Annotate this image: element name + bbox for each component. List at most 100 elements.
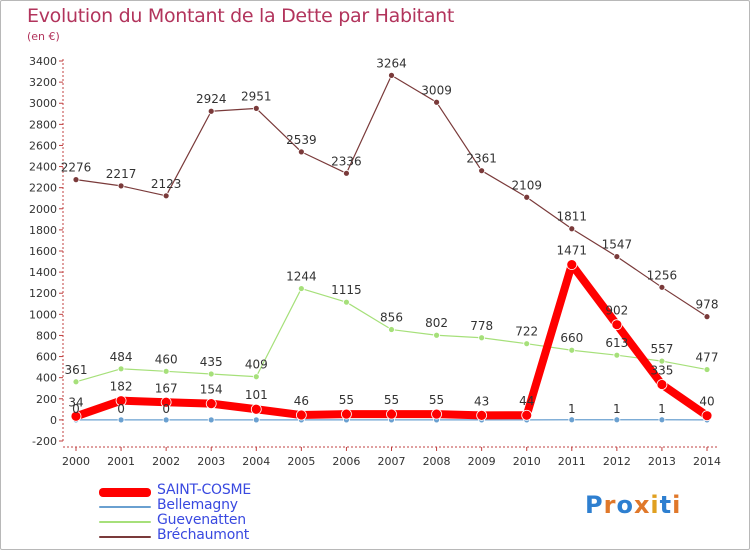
guevenatten-point xyxy=(72,378,80,386)
logo-letter: i xyxy=(650,491,660,519)
bellemagny-data-label: 0 xyxy=(117,402,125,416)
guevenatten-data-label: 435 xyxy=(200,355,223,369)
logo-letter: r xyxy=(603,491,617,519)
guevenatten-data-label: 802 xyxy=(425,316,448,330)
y-tick-label: 1200 xyxy=(29,287,57,300)
bellemagny-point xyxy=(613,416,621,424)
guevenatten-point xyxy=(297,285,305,292)
brechaumont-data-label: 2924 xyxy=(196,92,227,106)
brechaumont-data-label: 2539 xyxy=(286,133,317,147)
guevenatten-point xyxy=(117,365,125,373)
brechaumont-point xyxy=(207,107,215,115)
brechaumont-point xyxy=(523,193,531,201)
legend-label: Guevenatten xyxy=(157,512,246,528)
bellemagny-point xyxy=(207,416,215,424)
brechaumont-data-label: 2217 xyxy=(106,167,137,181)
brechaumont-data-label: 2276 xyxy=(61,161,92,175)
guevenatten-data-label: 409 xyxy=(245,358,268,372)
saint-cosme-point xyxy=(295,409,307,421)
y-tick-label: 2400 xyxy=(29,161,57,174)
guevenatten-data-label: 460 xyxy=(155,352,178,366)
brechaumont-point xyxy=(252,104,260,112)
y-tick-label: 2000 xyxy=(29,203,57,216)
brechaumont-point xyxy=(72,176,80,184)
y-tick-label: 2600 xyxy=(29,139,57,152)
saint-cosme-point xyxy=(70,410,82,422)
brechaumont-data-label: 978 xyxy=(696,298,719,312)
guevenatten-point xyxy=(478,334,486,342)
y-tick-label: 1600 xyxy=(29,245,57,258)
saint-cosme-point xyxy=(250,403,262,415)
guevenatten-data-label: 361 xyxy=(65,363,88,377)
brechaumont-point xyxy=(433,98,440,106)
brechaumont-point xyxy=(388,71,395,79)
guevenatten-data-label: 613 xyxy=(605,336,628,350)
saint-cosme-point xyxy=(115,395,127,407)
guevenatten-data-label: 557 xyxy=(650,342,673,356)
y-tick-label: 2200 xyxy=(29,182,57,195)
y-tick-label: 200 xyxy=(36,393,57,406)
saint-cosme-data-label: 40 xyxy=(699,395,714,409)
brechaumont-point xyxy=(117,182,125,190)
x-tick-label: 2012 xyxy=(603,455,631,468)
y-tick-label: 2800 xyxy=(29,118,57,131)
x-tick-label: 2003 xyxy=(197,455,225,468)
guevenatten-point xyxy=(613,351,621,359)
x-tick-label: 2010 xyxy=(513,455,541,468)
guevenatten-point xyxy=(343,298,350,306)
bellemagny-data-label: 1 xyxy=(658,402,666,416)
brechaumont-data-label: 2336 xyxy=(331,154,362,168)
x-tick-label: 2007 xyxy=(378,455,406,468)
y-tick-label: 0 xyxy=(50,414,57,427)
x-tick-label: 2006 xyxy=(332,455,360,468)
guevenatten-point xyxy=(658,357,666,365)
saint-cosme-point xyxy=(386,408,397,420)
legend-swatch xyxy=(99,521,151,523)
saint-cosme-data-label: 1471 xyxy=(557,244,588,258)
logo-letter: P xyxy=(585,491,604,519)
guevenatten-data-label: 477 xyxy=(696,351,719,365)
y-tick-label: 3200 xyxy=(29,76,57,89)
bellemagny-point xyxy=(162,416,170,424)
x-tick-label: 2014 xyxy=(693,455,721,468)
y-tick-label: 1000 xyxy=(29,308,57,321)
brechaumont-point xyxy=(613,253,621,260)
guevenatten-point xyxy=(207,370,215,378)
brechaumont-point xyxy=(703,313,711,321)
saint-cosme-point xyxy=(611,319,623,331)
saint-cosme-data-label: 34 xyxy=(68,395,83,409)
saint-cosme-data-label: 154 xyxy=(200,383,223,397)
saint-cosme-data-label: 101 xyxy=(245,388,268,402)
guevenatten-data-label: 856 xyxy=(380,311,403,325)
bellemagny-data-label: 0 xyxy=(72,402,80,416)
saint-cosme-data-label: 335 xyxy=(650,364,673,378)
logo-letter: o xyxy=(616,491,634,519)
y-tick-label: -200 xyxy=(32,435,57,448)
saint-cosme-point xyxy=(476,409,488,421)
brechaumont-data-label: 2123 xyxy=(151,177,182,191)
guevenatten-point xyxy=(388,326,395,333)
chart-title: Evolution du Montant de la Dette par Hab… xyxy=(27,5,455,27)
guevenatten-data-label: 778 xyxy=(470,319,493,333)
saint-cosme-data-label: 55 xyxy=(384,393,399,407)
guevenatten-point xyxy=(568,346,576,354)
x-tick-label: 2009 xyxy=(468,455,496,468)
brechaumont-point xyxy=(658,283,666,291)
saint-cosme-point xyxy=(566,259,578,271)
saint-cosme-data-label: 902 xyxy=(605,304,628,318)
y-tick-label: 400 xyxy=(36,372,57,385)
saint-cosme-point xyxy=(341,408,352,420)
saint-cosme-point xyxy=(656,379,668,390)
guevenatten-point xyxy=(523,340,531,348)
bellemagny-data-label: 1 xyxy=(568,402,576,416)
saint-cosme-data-label: 44 xyxy=(519,394,534,408)
brechaumont-data-label: 3009 xyxy=(421,83,452,97)
brechaumont-line xyxy=(75,74,708,318)
bellemagny-point xyxy=(568,416,576,424)
x-tick-label: 2002 xyxy=(152,455,180,468)
brechaumont-data-label: 1547 xyxy=(602,238,633,252)
brechaumont-point xyxy=(297,148,305,156)
chart-unit: (en €) xyxy=(27,30,60,43)
